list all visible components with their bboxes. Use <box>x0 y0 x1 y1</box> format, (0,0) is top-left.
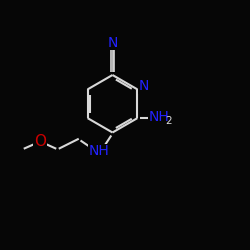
Text: 2: 2 <box>165 116 172 126</box>
Text: NH: NH <box>148 110 169 124</box>
Text: NH: NH <box>88 144 109 158</box>
Text: N: N <box>138 80 149 93</box>
Text: N: N <box>108 36 118 50</box>
Text: O: O <box>34 134 46 149</box>
